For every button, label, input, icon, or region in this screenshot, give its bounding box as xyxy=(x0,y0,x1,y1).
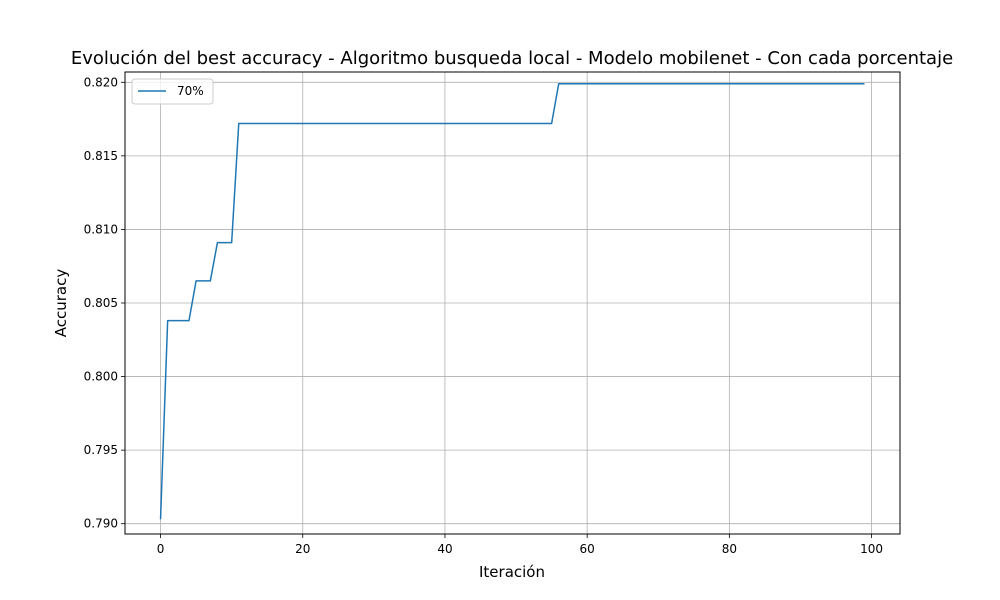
y-axis-label: Accuracy xyxy=(52,269,70,338)
grid xyxy=(125,72,900,534)
y-tick-label: 0.790 xyxy=(84,517,118,531)
y-tick-label: 0.805 xyxy=(84,296,118,310)
legend: 70% xyxy=(131,78,214,105)
series-line-0 xyxy=(159,83,865,520)
ticks: 0 20 40 60 80 100 0.790 0.795 0.800 0.805 0.810 0.8… xyxy=(84,75,883,556)
x-axis-label: Iteración xyxy=(479,563,545,581)
x-tick-label: 100 xyxy=(860,542,883,556)
x-tick-label: 40 xyxy=(437,542,452,556)
x-tick-label: 20 xyxy=(295,542,310,556)
y-tick-label: 0.800 xyxy=(84,370,118,384)
x-tick-label: 60 xyxy=(580,542,595,556)
legend-box xyxy=(131,78,214,105)
legend-label: 70% xyxy=(177,84,204,98)
y-tick-label: 0.795 xyxy=(84,443,118,457)
chart-title: Evolución del best accuracy - Algoritmo … xyxy=(71,48,953,69)
y-tick-label: 0.810 xyxy=(84,222,118,236)
y-tick-label: 0.820 xyxy=(84,75,118,89)
y-tick-label: 0.815 xyxy=(84,149,118,163)
series-layer xyxy=(159,83,865,520)
x-tick-label: 0 xyxy=(157,542,165,556)
x-tick-label: 80 xyxy=(722,542,737,556)
